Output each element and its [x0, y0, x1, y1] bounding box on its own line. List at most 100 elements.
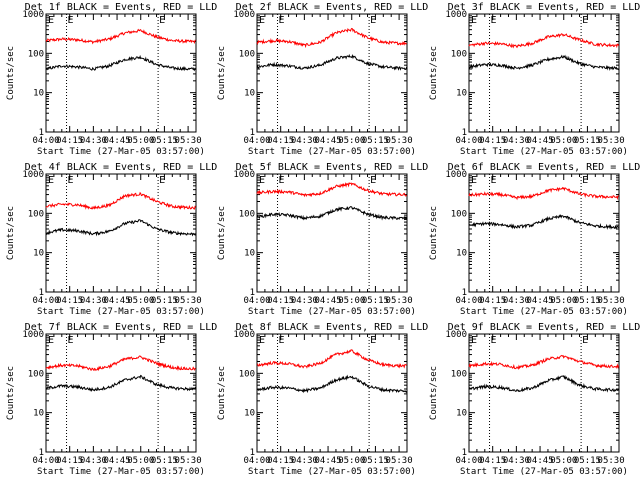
- x-tick-label: 04:30: [80, 136, 107, 146]
- events-rate-line: [468, 54, 620, 71]
- y-axis-label: Counts/sec: [217, 206, 227, 260]
- lld-rate-line: [256, 349, 407, 369]
- x-tick-label: 05:15: [151, 296, 178, 306]
- y-tick-label: 1: [250, 448, 255, 458]
- y-tick-label: 1000: [445, 170, 467, 180]
- event-marker-label: E: [48, 335, 54, 346]
- event-marker-label: E: [370, 15, 376, 26]
- y-tick-label: 1000: [233, 170, 255, 180]
- x-tick-label: 04:30: [291, 136, 318, 146]
- x-tick-label: 04:15: [56, 136, 83, 146]
- y-tick-label: 1000: [22, 170, 44, 180]
- x-tick-label: 04:15: [267, 136, 294, 146]
- event-marker-label: E: [159, 15, 165, 26]
- x-axis-label: Start Time (27-Mar-05 03:57:00): [460, 467, 628, 477]
- event-marker-label: E: [68, 335, 74, 346]
- events-rate-line: [468, 374, 619, 393]
- x-tick-label: 05:30: [175, 456, 202, 466]
- x-tick-label: 04:30: [291, 456, 318, 466]
- y-tick-label: 10: [456, 249, 467, 259]
- y-axis-label: Counts/sec: [429, 366, 439, 420]
- x-tick-label: 05:15: [362, 456, 389, 466]
- chart-panel-5: Det 5f BLACK = Events, RED = LLD 1 10 100 10…: [217, 162, 428, 317]
- event-marker-label: E: [370, 335, 376, 346]
- x-tick-label: 04:45: [104, 296, 131, 306]
- y-tick-label: 100: [239, 369, 255, 379]
- chart-panel-2: Det 2f BLACK = Events, RED = LLD 1 10 100 10…: [217, 2, 428, 157]
- y-tick-label: 1000: [233, 10, 255, 20]
- y-tick-label: 1: [462, 288, 467, 298]
- x-tick-label: 05:15: [574, 296, 601, 306]
- x-tick-label: 04:30: [503, 296, 530, 306]
- event-marker-label: E: [471, 175, 477, 186]
- x-tick-label: 05:00: [127, 136, 154, 146]
- y-tick-label: 1000: [233, 330, 255, 340]
- plot-frame: [256, 13, 408, 133]
- chart-title: Det 8f BLACK = Events, RED = LLD: [236, 322, 429, 333]
- x-tick-label: 05:30: [598, 296, 625, 306]
- event-marker-label: E: [491, 15, 497, 26]
- event-marker-label: E: [279, 15, 285, 26]
- x-tick-label: 04:00: [455, 136, 482, 146]
- plot-frame: [468, 13, 620, 133]
- event-marker-label: E: [48, 175, 54, 186]
- plot-frame: [45, 13, 197, 133]
- x-tick-label: 04:00: [243, 296, 270, 306]
- y-axis-label: Counts/sec: [429, 46, 439, 100]
- x-tick-label: 04:45: [315, 296, 342, 306]
- chart-panel-4: Det 4f BLACK = Events, RED = LLD 1 10 100 10…: [6, 162, 217, 317]
- event-marker-label: E: [279, 175, 285, 186]
- plot-frame: [256, 173, 408, 293]
- x-tick-label: 04:45: [104, 456, 131, 466]
- chart-panel-1: Det 1f BLACK = Events, RED = LLD 1 10 100 10…: [6, 2, 217, 157]
- y-tick-label: 100: [28, 209, 44, 219]
- event-marker-label: E: [582, 335, 588, 346]
- events-rate-line: [45, 374, 197, 393]
- x-axis-label: Start Time (27-Mar-05 03:57:00): [248, 467, 416, 477]
- chart-title: Det 9f BLACK = Events, RED = LLD: [448, 322, 640, 333]
- event-marker-label: E: [471, 335, 477, 346]
- x-tick-label: 05:30: [175, 136, 202, 146]
- x-tick-label: 04:00: [455, 296, 482, 306]
- event-marker-label: E: [582, 15, 588, 26]
- events-rate-line: [256, 206, 408, 221]
- x-tick-label: 05:00: [338, 296, 365, 306]
- x-tick-label: 04:45: [527, 296, 554, 306]
- x-tick-label: 04:30: [503, 456, 530, 466]
- lld-rate-line: [45, 28, 196, 45]
- event-marker-label: E: [68, 15, 74, 26]
- events-rate-line: [45, 54, 197, 72]
- y-tick-label: 10: [33, 409, 44, 419]
- x-tick-label: 05:30: [598, 456, 625, 466]
- y-tick-label: 10: [456, 409, 467, 419]
- y-axis-label: Counts/sec: [217, 366, 227, 420]
- y-tick-label: 10: [33, 89, 44, 99]
- x-tick-label: 05:00: [550, 456, 577, 466]
- x-axis-label: Start Time (27-Mar-05 03:57:00): [248, 307, 416, 317]
- x-tick-label: 05:30: [598, 136, 625, 146]
- y-tick-label: 100: [451, 369, 467, 379]
- x-tick-label: 04:30: [291, 296, 318, 306]
- y-tick-label: 1: [462, 448, 467, 458]
- event-marker-label: E: [259, 15, 265, 26]
- x-tick-label: 05:15: [151, 136, 178, 146]
- chart-title: Det 1f BLACK = Events, RED = LLD: [25, 2, 218, 13]
- x-tick-label: 04:45: [104, 136, 131, 146]
- y-tick-label: 10: [244, 409, 255, 419]
- x-tick-label: 05:30: [386, 456, 413, 466]
- plot-frame: [45, 173, 197, 293]
- x-tick-label: 05:00: [338, 136, 365, 146]
- x-tick-label: 05:00: [550, 296, 577, 306]
- y-tick-label: 100: [451, 209, 467, 219]
- x-axis-label: Start Time (27-Mar-05 03:57:00): [37, 307, 205, 317]
- events-rate-line: [468, 214, 620, 230]
- x-tick-label: 04:00: [243, 136, 270, 146]
- chart-title: Det 3f BLACK = Events, RED = LLD: [448, 2, 640, 13]
- x-tick-label: 04:00: [455, 456, 482, 466]
- x-tick-label: 05:15: [362, 136, 389, 146]
- y-axis-label: Counts/sec: [6, 366, 16, 420]
- lld-rate-line: [468, 186, 619, 201]
- y-tick-label: 1: [250, 128, 255, 138]
- x-tick-label: 05:15: [574, 456, 601, 466]
